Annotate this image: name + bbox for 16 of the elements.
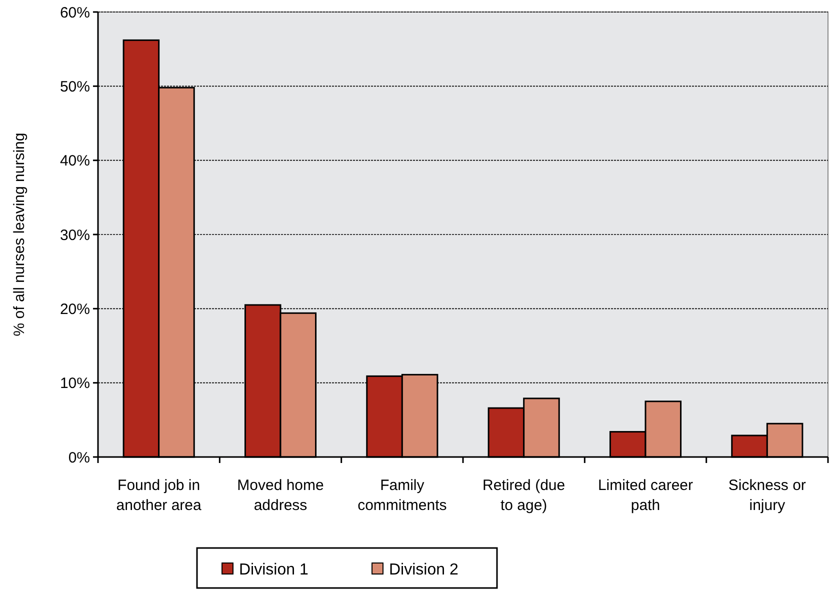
- y-tick-label: 30%: [60, 226, 90, 244]
- legend-label: Division 2: [389, 562, 458, 579]
- legend-label: Division 1: [239, 562, 308, 579]
- x-tick-label: Moved home address: [237, 477, 324, 514]
- x-tick-label: Sickness or injury: [728, 477, 806, 514]
- x-tick-label: Found job in another area: [116, 477, 202, 514]
- y-tick-label: 50%: [60, 78, 90, 96]
- x-tick-label: Family commitments: [358, 477, 447, 514]
- y-tick-label: 10%: [60, 375, 90, 392]
- y-tick-label: 0%: [68, 449, 90, 466]
- y-axis-title: % of all nurses leaving nursing: [11, 132, 28, 336]
- y-tick-label: 20%: [60, 300, 90, 318]
- y-tick-label: 60%: [60, 4, 90, 22]
- x-tick-label: Limited career path: [598, 477, 694, 514]
- y-tick-label: 40%: [60, 152, 90, 170]
- x-tick-label: Retired (due to age): [482, 477, 566, 514]
